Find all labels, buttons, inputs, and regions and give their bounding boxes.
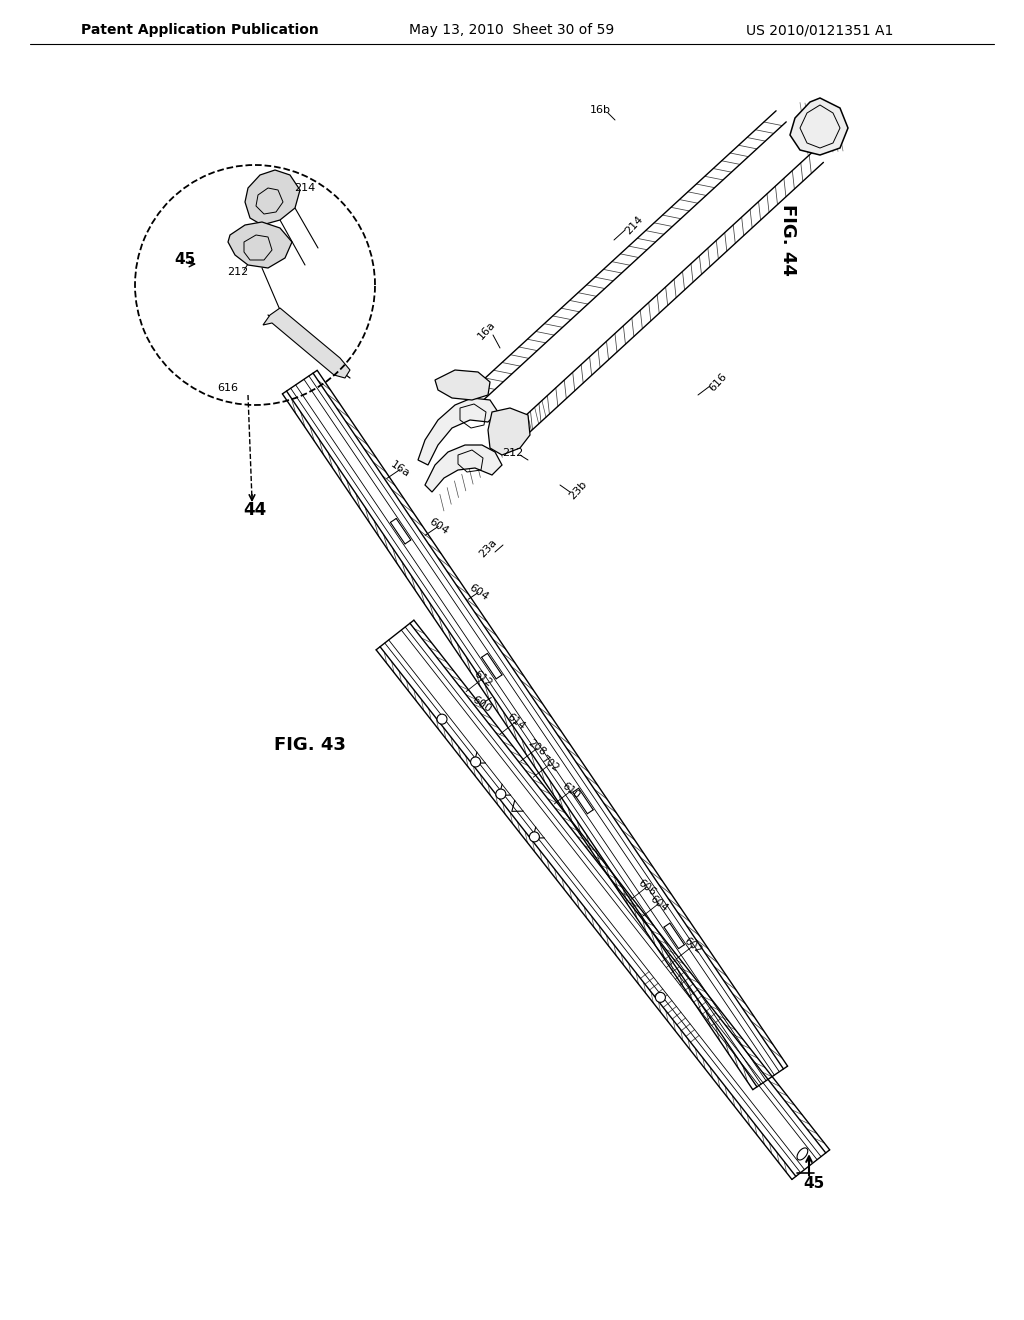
Circle shape — [437, 714, 447, 725]
Circle shape — [655, 993, 666, 1002]
Text: 212: 212 — [503, 447, 523, 458]
Text: 23b: 23b — [567, 479, 589, 502]
Text: US 2010/0121351 A1: US 2010/0121351 A1 — [746, 22, 894, 37]
Text: 606: 606 — [636, 878, 657, 898]
Text: 616: 616 — [708, 371, 729, 393]
Text: 16a: 16a — [476, 319, 498, 341]
Text: 16a: 16a — [388, 459, 412, 479]
Text: 604: 604 — [427, 516, 450, 536]
Text: 702: 702 — [539, 754, 561, 775]
Text: 614: 614 — [505, 711, 527, 731]
Text: 208: 208 — [526, 738, 548, 758]
Polygon shape — [435, 370, 490, 400]
Text: 45: 45 — [174, 252, 196, 268]
Text: FIG. 43: FIG. 43 — [274, 737, 346, 754]
Text: 214: 214 — [624, 214, 645, 236]
Polygon shape — [245, 170, 300, 224]
Text: 610: 610 — [560, 781, 582, 801]
Polygon shape — [263, 308, 350, 378]
Text: 600: 600 — [470, 694, 493, 714]
Polygon shape — [488, 408, 530, 455]
Text: 604: 604 — [467, 582, 489, 602]
Text: FIG. 44: FIG. 44 — [779, 205, 797, 276]
Text: Patent Application Publication: Patent Application Publication — [81, 22, 318, 37]
Polygon shape — [790, 98, 848, 154]
Text: 45: 45 — [804, 1176, 824, 1191]
Text: 604: 604 — [648, 894, 670, 913]
Text: 214: 214 — [294, 183, 315, 193]
Circle shape — [529, 832, 540, 842]
Text: 602: 602 — [682, 936, 703, 956]
Text: 44: 44 — [244, 502, 266, 519]
Text: 612: 612 — [472, 668, 494, 689]
Polygon shape — [418, 399, 498, 465]
Circle shape — [471, 756, 480, 767]
Text: 23a: 23a — [477, 537, 499, 560]
Text: 616: 616 — [217, 383, 239, 393]
Text: 212: 212 — [227, 267, 249, 277]
Text: 16b: 16b — [590, 106, 610, 115]
Polygon shape — [425, 445, 502, 492]
Text: May 13, 2010  Sheet 30 of 59: May 13, 2010 Sheet 30 of 59 — [410, 22, 614, 37]
Circle shape — [496, 789, 506, 799]
Polygon shape — [228, 222, 292, 268]
